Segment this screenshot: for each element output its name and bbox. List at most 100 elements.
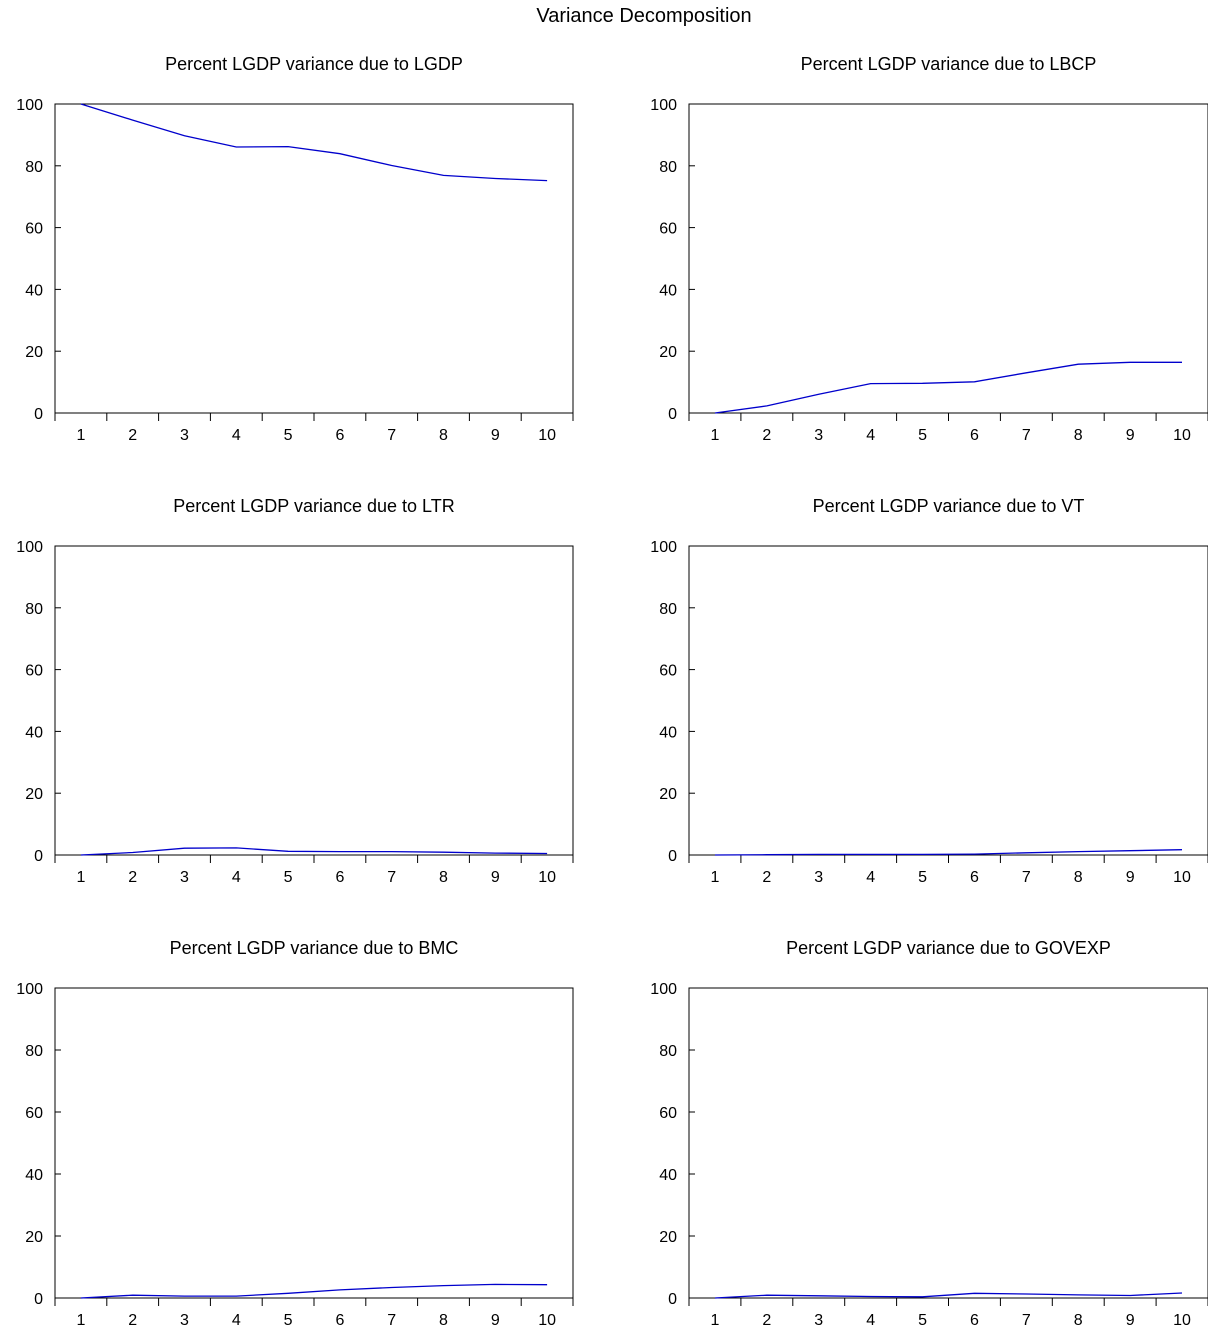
x-tick-label: 7 [387, 869, 396, 886]
x-tick-label: 10 [1173, 1312, 1191, 1327]
x-tick-label: 6 [335, 427, 344, 444]
y-tick-label: 60 [659, 663, 677, 680]
x-tick-label: 9 [1126, 1312, 1135, 1327]
x-tick-label: 7 [1022, 427, 1031, 444]
y-tick-label: 60 [25, 1105, 43, 1122]
x-tick-label: 1 [76, 1312, 85, 1327]
x-tick-label: 2 [762, 1312, 771, 1327]
x-tick-label: 9 [491, 427, 500, 444]
x-tick-label: 1 [710, 1312, 719, 1327]
x-tick-label: 1 [710, 427, 719, 444]
x-tick-label: 3 [180, 869, 189, 886]
x-tick-label: 8 [439, 869, 448, 886]
y-tick-label: 80 [25, 601, 43, 618]
y-tick-label: 60 [659, 1105, 677, 1122]
x-tick-label: 3 [814, 1312, 823, 1327]
x-tick-label: 6 [335, 869, 344, 886]
x-tick-label: 4 [232, 869, 241, 886]
panel-title: Percent LGDP variance due to LGDP [165, 54, 463, 74]
x-tick-label: 5 [284, 869, 293, 886]
chart-panel-1: Percent LGDP variance due to LGDP 0 20 40 60… [16, 54, 574, 444]
y-tick-label: 80 [659, 601, 677, 618]
series-line [714, 849, 1183, 856]
x-tick-label: 10 [538, 427, 556, 444]
y-tick-label: 100 [16, 539, 43, 556]
y-tick-label: 80 [659, 1043, 677, 1060]
y-tick-label: 0 [668, 406, 677, 423]
x-tick-label: 3 [814, 869, 823, 886]
plot-frame [54, 545, 574, 856]
y-tick-label: 0 [668, 1291, 677, 1308]
x-tick-label: 1 [710, 869, 719, 886]
y-tick-label: 60 [25, 663, 43, 680]
y-tick-label: 100 [650, 97, 677, 114]
x-tick-label: 9 [1126, 427, 1135, 444]
x-tick-label: 7 [1022, 869, 1031, 886]
x-tick-label: 2 [128, 1312, 137, 1327]
y-tick-label: 100 [16, 981, 43, 998]
chart-panel-2: Percent LGDP variance due to LBCP 0 20 40 60… [650, 54, 1208, 444]
chart-panel-3: Percent LGDP variance due to LTR 0 20 40 60 8… [16, 496, 574, 886]
series-line [80, 847, 548, 856]
x-tick-label: 9 [491, 869, 500, 886]
x-tick-label: 4 [866, 427, 875, 444]
x-tick-label: 8 [439, 427, 448, 444]
x-tick-label: 2 [128, 869, 137, 886]
y-tick-label: 100 [650, 981, 677, 998]
series-line [80, 1283, 548, 1299]
x-tick-label: 7 [387, 1312, 396, 1327]
y-tick-label: 60 [25, 221, 43, 238]
x-tick-label: 8 [1074, 427, 1083, 444]
plot-frame [688, 545, 1208, 856]
plot-frame [688, 103, 1208, 414]
x-tick-label: 8 [439, 1312, 448, 1327]
y-tick-label: 0 [34, 848, 43, 865]
y-tick-label: 20 [25, 786, 43, 803]
x-tick-label: 10 [1173, 427, 1191, 444]
x-tick-label: 3 [180, 427, 189, 444]
x-tick-label: 5 [918, 427, 927, 444]
plot-frame [688, 987, 1208, 1299]
x-tick-label: 8 [1074, 1312, 1083, 1327]
x-tick-label: 6 [335, 1312, 344, 1327]
x-tick-label: 9 [491, 1312, 500, 1327]
x-tick-label: 4 [232, 427, 241, 444]
chart-panel-4: Percent LGDP variance due to VT 0 20 40 60 80… [650, 496, 1208, 886]
y-tick-label: 80 [659, 159, 677, 176]
chart-panel-5: Percent LGDP variance due to BMC 0 20 40 60 8… [16, 938, 574, 1327]
x-tick-label: 6 [970, 1312, 979, 1327]
y-tick-label: 0 [34, 1291, 43, 1308]
y-tick-label: 40 [659, 724, 677, 741]
x-tick-label: 10 [538, 869, 556, 886]
panel-title: Percent LGDP variance due to LTR [173, 496, 454, 516]
y-tick-label: 60 [659, 221, 677, 238]
x-tick-label: 4 [866, 1312, 875, 1327]
x-tick-label: 3 [180, 1312, 189, 1327]
series-line [714, 361, 1182, 414]
y-tick-label: 0 [668, 848, 677, 865]
panel-title: Percent LGDP variance due to LBCP [801, 54, 1097, 74]
y-tick-label: 20 [659, 786, 677, 803]
x-tick-label: 4 [866, 869, 875, 886]
x-tick-label: 5 [284, 1312, 293, 1327]
y-tick-label: 0 [34, 406, 43, 423]
x-tick-label: 2 [128, 427, 137, 444]
y-tick-label: 40 [25, 1167, 43, 1184]
y-tick-label: 100 [650, 539, 677, 556]
x-tick-label: 9 [1126, 869, 1135, 886]
figure-title: Variance Decomposition [536, 5, 752, 27]
x-tick-label: 3 [814, 427, 823, 444]
y-tick-label: 20 [659, 1229, 677, 1246]
y-tick-label: 40 [659, 282, 677, 299]
series-line [714, 1292, 1183, 1299]
series-line [80, 103, 548, 182]
x-tick-label: 8 [1074, 869, 1083, 886]
x-tick-label: 5 [918, 869, 927, 886]
x-tick-label: 6 [970, 869, 979, 886]
x-tick-label: 10 [1173, 869, 1191, 886]
y-tick-label: 100 [16, 97, 43, 114]
y-tick-label: 40 [25, 282, 43, 299]
y-tick-label: 40 [25, 724, 43, 741]
x-tick-label: 7 [1022, 1312, 1031, 1327]
x-tick-label: 5 [284, 427, 293, 444]
